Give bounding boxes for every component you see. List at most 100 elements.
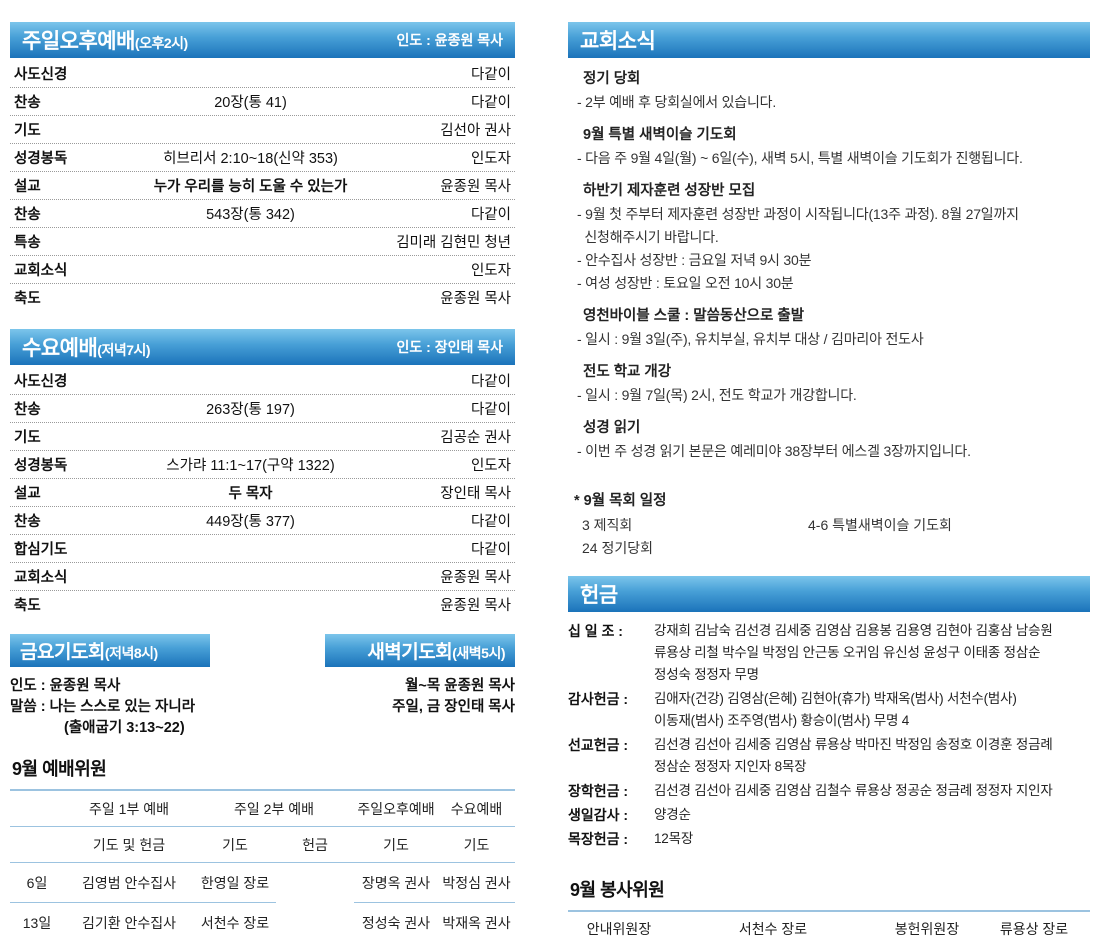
service-row: 특송 김미래 김현민 청년 — [10, 228, 515, 256]
date-cell: 13일 — [10, 902, 64, 936]
schedule-item: 4-6 특별새벽이슬 기도회 — [808, 517, 952, 533]
col-subheader: 기도 — [194, 826, 276, 863]
section-time: (저녁8시) — [104, 645, 158, 661]
offering-row: 십 일 조 : 강재희 김남숙 김선경 김세중 김영삼 김용봉 김용영 김현아 … — [568, 620, 1090, 686]
section-title: 주일오후예배(오후2시) — [22, 25, 188, 55]
item-person: 다같이 — [470, 514, 511, 530]
col-subheader: 기도 — [354, 826, 438, 863]
table-header-row: 주일 1부 예배 주일 2부 예배 주일오후예배 수요예배 — [10, 790, 515, 827]
col-subheader: 기도 — [438, 826, 515, 863]
item-content: 히브리서 2:10~18(신약 353) — [163, 151, 338, 167]
item-person: 윤종원 목사 — [440, 570, 511, 586]
offering-names: 12목장 — [654, 828, 1090, 850]
service-row: 찬송 20장(통 41) 다같이 — [10, 88, 515, 116]
news-heading: 영천바이블 스쿨 : 말씀동산으로 출발 — [583, 308, 805, 324]
section-title: 수요예배(저녁7시) — [22, 332, 151, 362]
schedule-title: * 9월 목회 일정 — [574, 493, 667, 509]
section-title: 헌금 — [580, 584, 618, 607]
table-cell: 한영일 장로 — [194, 862, 276, 903]
item-person: 인도자 — [470, 263, 511, 279]
item-content: 449장(통 377) — [206, 514, 295, 530]
news-line: - 이번 주 성경 읽기 본문은 예레미야 38장부터 에스겔 3장까지입니다. — [577, 443, 971, 459]
item-label: 교회소식 — [14, 263, 68, 279]
service-row: 교회소식 윤종원 목사 — [10, 563, 515, 591]
news-heading: 정기 당회 — [583, 71, 641, 87]
item-content: 스가랴 11:1~17(구약 1322) — [166, 458, 335, 474]
service-row: 기도 김공순 권사 — [10, 423, 515, 451]
news-item: 9월 특별 새벽이슬 기도회 - 다음 주 9월 4일(월) ~ 6일(수), … — [568, 123, 1090, 170]
section-title: 새벽기도회(새벽5시) — [367, 637, 505, 664]
col-header-wednesday-service: 수요예배 — [438, 790, 515, 827]
section-time: (오후2시) — [134, 35, 188, 51]
service-row: 기도 김선아 권사 — [10, 116, 515, 144]
news-item: 전도 학교 개강 - 일시 : 9월 7일(목) 2시, 전도 학교가 개강합니… — [568, 360, 1090, 407]
dawn-prayer-header: 새벽기도회(새벽5시) — [325, 634, 515, 667]
offering-row: 생일감사 : 양경순 — [568, 804, 1090, 826]
offering-row: 선교헌금 : 김선경 김선아 김세중 김영삼 류용상 박마진 박정임 송정호 이… — [568, 734, 1090, 778]
item-label: 사도신경 — [14, 374, 68, 390]
news-heading: 하반기 제자훈련 성장반 모집 — [583, 183, 756, 199]
monthly-schedule: * 9월 목회 일정 3 제직회 4-6 특별새벽이슬 기도회 24 정기당회 — [568, 489, 1090, 560]
service-row-sermon: 설교 누가 우리를 능히 도울 수 있는가 윤종원 목사 — [10, 172, 515, 200]
item-person: 장인태 목사 — [440, 486, 511, 502]
item-label: 찬송 — [14, 207, 41, 223]
offering-header: 헌금 — [568, 576, 1090, 612]
offering-label: 선교헌금 : — [568, 737, 629, 753]
item-content: 543장(통 342) — [206, 207, 295, 223]
offering-name-line: 강재희 김남숙 김선경 김세중 김영삼 김용봉 김용영 김현아 김홍삼 남승원 — [654, 623, 1053, 638]
news-item: 정기 당회 - 2부 예배 후 당회실에서 있습니다. — [568, 67, 1090, 114]
service-row: 찬송 543장(통 342) 다같이 — [10, 200, 515, 228]
section-leader: 인도 : 장인태 목사 — [396, 339, 504, 355]
schedule-row: 24 정기당회 — [568, 537, 1090, 560]
item-label: 합심기도 — [14, 542, 68, 558]
table-cell: 서천수 장로 — [194, 902, 276, 936]
col-header-afternoon-service: 주일오후예배 — [354, 790, 438, 827]
table-cell: 김영범 안수집사 — [64, 862, 194, 903]
usher-chair-label: 안내위원장 — [568, 911, 670, 936]
service-row: 성경봉독 히브리서 2:10~18(신약 353) 인도자 — [10, 144, 515, 172]
offering-label: 십 일 조 : — [568, 623, 623, 639]
item-person: 윤종원 목사 — [440, 179, 511, 195]
service-row: 교회소식 인도자 — [10, 256, 515, 284]
item-label: 교회소식 — [14, 570, 68, 586]
news-item: 영천바이블 스쿨 : 말씀동산으로 출발 - 일시 : 9월 3일(주), 유치… — [568, 304, 1090, 351]
sermon-title: 두 목자 — [228, 486, 273, 502]
friday-prayer-details: 인도 : 윤종원 목사 말씀 : 나는 스스로 있는 자니라 (출애굽기 3:1… — [10, 676, 195, 739]
wednesday-service-header: 수요예배(저녁7시) 인도 : 장인태 목사 — [10, 329, 515, 365]
item-label: 찬송 — [14, 514, 41, 530]
service-row: 성경봉독 스가랴 11:1~17(구약 1322) 인도자 — [10, 451, 515, 479]
item-person: 다같이 — [470, 374, 511, 390]
sermon-title: 누가 우리를 능히 도울 수 있는가 — [153, 179, 348, 195]
date-cell: 6일 — [10, 862, 64, 903]
schedule-item: 3 제직회 — [582, 517, 633, 533]
col-subheader: 헌금 — [276, 826, 354, 863]
item-label: 설교 — [14, 179, 41, 195]
item-person: 다같이 — [470, 67, 511, 83]
offering-row: 감사헌금 : 김애자(건강) 김영삼(은혜) 김현아(휴가) 박재옥(범사) 서… — [568, 688, 1090, 732]
offering-names: 김선경 김선아 김세중 김영삼 류용상 박마진 박정임 송정호 이경훈 정금례 … — [654, 734, 1090, 778]
news-item: 하반기 제자훈련 성장반 모집 - 9월 첫 주부터 제자훈련 성장반 과정이 … — [568, 179, 1090, 295]
section-title: 교회소식 — [580, 30, 656, 53]
offering-name-line: 12목장 — [654, 831, 694, 846]
item-person: 윤종원 목사 — [440, 598, 511, 614]
section-time: (저녁7시) — [97, 342, 151, 358]
offering-label: 감사헌금 : — [568, 691, 629, 707]
offering-name-line: 양경순 — [654, 807, 691, 822]
service-row-sermon: 설교 두 목자 장인태 목사 — [10, 479, 515, 507]
table-subheader-row: 기도 및 헌금 기도 헌금 기도 기도 — [10, 826, 515, 863]
offering-name-line: 김선경 김선아 김세중 김영삼 류용상 박마진 박정임 송정호 이경훈 정금례 — [654, 737, 1053, 752]
item-person: 김선아 권사 — [440, 123, 511, 139]
item-label: 사도신경 — [14, 67, 68, 83]
table-cell: 정성숙 권사 — [354, 902, 438, 936]
prayer-scripture: 말씀 : 나는 스스로 있는 자니라 — [10, 699, 196, 715]
table-cell — [10, 790, 64, 827]
offering-name-line: 이동재(범사) 조주영(범사) 황승이(범사) 무명 4 — [654, 713, 910, 728]
service-committee-title: 9월 봉사위원 — [570, 880, 665, 900]
item-label: 찬송 — [14, 402, 41, 418]
prayer-headers: 금요기도회(저녁8시) 새벽기도회(새벽5시) — [10, 634, 515, 667]
item-person: 인도자 — [470, 458, 511, 474]
service-row: 축도 윤종원 목사 — [10, 284, 515, 311]
table-row: 13일 김기환 안수집사 서천수 장로 정성숙 권사 박재옥 권사 — [10, 902, 515, 936]
dawn-prayer-details: 월~목 윤종원 목사 주일, 금 장인태 목사 — [392, 676, 515, 739]
